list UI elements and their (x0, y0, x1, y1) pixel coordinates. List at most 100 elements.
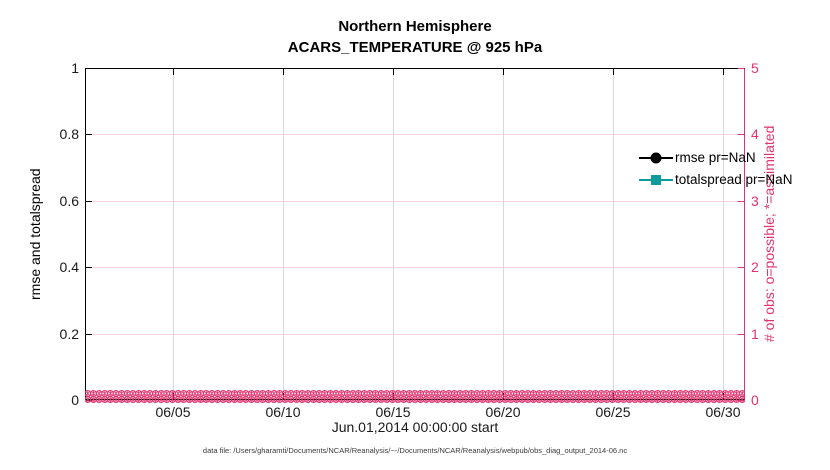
obs-marker (631, 390, 639, 397)
obs-marker (518, 396, 526, 403)
x-gridline (173, 69, 174, 399)
obs-marker (287, 390, 295, 397)
y-tick-left (86, 68, 92, 69)
right-y-tick-label: 0 (751, 392, 759, 408)
rmse-line-sample (639, 152, 673, 163)
obs-marker (496, 396, 504, 403)
obs-marker (648, 390, 656, 397)
obs-marker (388, 390, 396, 397)
title-line-1: Northern Hemisphere (338, 18, 492, 35)
obs-marker (202, 396, 210, 403)
obs-marker (665, 390, 673, 397)
obs-marker (85, 396, 92, 403)
obs-count-marker-band (85, 390, 745, 403)
totalspread-line-sample (639, 174, 673, 185)
y-gridline (86, 267, 744, 269)
obs-marker (90, 390, 97, 397)
obs-marker (462, 396, 470, 403)
obs-marker (343, 396, 351, 403)
obs-marker (270, 390, 278, 397)
obs-marker (276, 390, 284, 397)
x-gridline (613, 69, 614, 399)
obs-marker (462, 390, 470, 397)
obs-marker (445, 396, 453, 403)
obs-marker (152, 396, 159, 403)
obs-marker (422, 390, 430, 397)
obs-marker (490, 390, 498, 397)
right-y-tick-label: 4 (751, 126, 759, 143)
obs-marker (321, 396, 329, 403)
obs-marker (428, 390, 436, 397)
obs-marker (411, 396, 419, 403)
obs-marker (716, 396, 724, 403)
x-tick-top (393, 69, 394, 75)
y-tick-left (86, 267, 92, 269)
obs-marker (208, 396, 216, 403)
obs-marker (168, 390, 176, 397)
obs-marker (349, 396, 357, 403)
obs-marker (513, 396, 520, 403)
obs-marker (326, 390, 334, 397)
y-tick-right (738, 200, 744, 202)
obs-marker (338, 396, 346, 403)
obs-marker (580, 396, 588, 403)
obs-marker (693, 390, 701, 397)
obs-marker (197, 390, 205, 397)
obs-marker (123, 390, 131, 397)
obs-marker (366, 390, 374, 397)
obs-marker (129, 390, 137, 397)
obs-marker (242, 396, 250, 403)
obs-marker (242, 390, 250, 397)
obs-marker (614, 390, 622, 397)
obs-marker (614, 396, 622, 403)
obs-marker (625, 390, 633, 397)
obs-marker (637, 390, 645, 397)
obs-marker (264, 390, 272, 397)
obs-marker (174, 396, 182, 403)
obs-marker (152, 390, 159, 397)
obs-marker (219, 396, 227, 403)
obs-marker (507, 390, 515, 397)
obs-marker (191, 390, 199, 397)
obs-marker (575, 396, 583, 403)
obs-marker (428, 396, 436, 403)
obs-marker (654, 396, 662, 403)
y-tick-left (86, 134, 92, 136)
obs-marker (445, 390, 453, 397)
legend: rmse pr=NaN totalspread pr=NaN (639, 148, 792, 189)
obs-marker (665, 396, 673, 403)
obs-marker (592, 396, 599, 403)
obs-marker (693, 396, 701, 403)
left-y-tick-label: 0.8 (59, 126, 79, 143)
legend-label-rmse: rmse pr=NaN (675, 150, 756, 165)
x-tick-label: 06/15 (375, 404, 411, 420)
obs-marker (405, 396, 413, 403)
obs-marker (524, 396, 532, 403)
obs-marker (112, 396, 120, 403)
y-tick-right (738, 68, 744, 69)
obs-marker (592, 390, 599, 397)
obs-marker (479, 396, 487, 403)
obs-marker (580, 390, 588, 397)
obs-marker (473, 390, 481, 397)
y-tick-left (86, 333, 92, 335)
obs-marker (682, 390, 690, 397)
obs-marker (642, 396, 650, 403)
obs-marker (467, 390, 475, 397)
obs-marker (496, 390, 504, 397)
obs-marker (608, 390, 616, 397)
obs-marker (95, 396, 103, 403)
left-y-axis-label: rmse and totalspread (27, 168, 43, 300)
obs-marker (174, 390, 182, 397)
obs-marker (575, 390, 583, 397)
obs-marker (315, 396, 323, 403)
x-tick-top (613, 69, 614, 75)
obs-marker (659, 390, 667, 397)
obs-marker (597, 390, 605, 397)
obs-marker (699, 396, 707, 403)
obs-marker (168, 396, 176, 403)
obs-marker (118, 390, 126, 397)
obs-marker (219, 390, 227, 397)
totalspread-square-marker-icon (651, 174, 661, 185)
obs-marker (727, 390, 735, 397)
